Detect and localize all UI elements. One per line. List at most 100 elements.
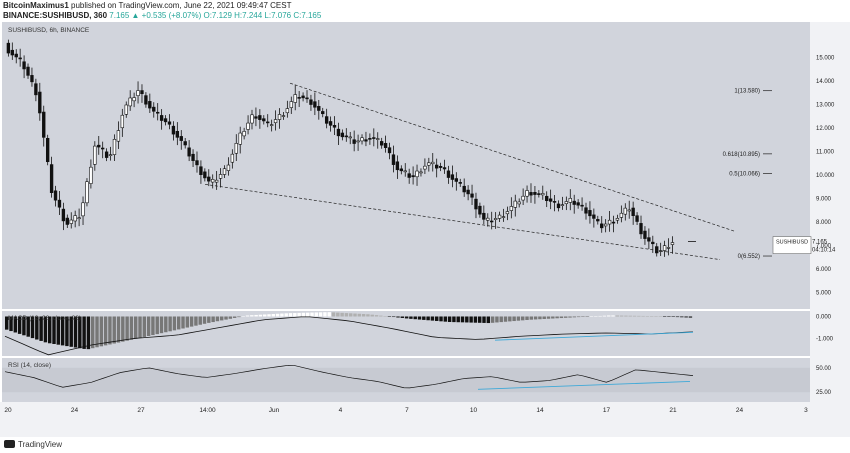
candle bbox=[128, 97, 132, 107]
candle bbox=[627, 209, 631, 212]
candle bbox=[53, 190, 58, 201]
footer: TradingView bbox=[0, 437, 850, 453]
macd-histogram-bar bbox=[73, 316, 78, 348]
candle bbox=[603, 223, 608, 227]
candle bbox=[6, 42, 11, 54]
macd-histogram-bar bbox=[284, 313, 288, 317]
tradingview-logo[interactable]: TradingView bbox=[4, 440, 62, 449]
candle bbox=[203, 171, 207, 179]
price-tick-label: 12.000 bbox=[816, 126, 835, 132]
macd-histogram-bar bbox=[684, 316, 688, 318]
candle bbox=[556, 203, 561, 209]
macd-histogram-bar bbox=[56, 316, 61, 345]
macd-histogram-bar bbox=[546, 316, 551, 319]
candle bbox=[317, 106, 321, 111]
candle bbox=[136, 90, 140, 96]
candle bbox=[93, 145, 97, 165]
candle bbox=[14, 53, 18, 58]
candle bbox=[120, 114, 125, 129]
macd-histogram-bar bbox=[671, 316, 675, 317]
macd-histogram-bar bbox=[662, 316, 667, 317]
candle bbox=[140, 90, 144, 95]
price-axis bbox=[810, 22, 850, 402]
macd-histogram-bar bbox=[112, 316, 116, 344]
macd-histogram-bar bbox=[478, 316, 482, 323]
macd-histogram-bar bbox=[379, 315, 383, 317]
candle bbox=[73, 215, 77, 222]
symbol-line: BINANCE:SUSHIBUSD, 360 7.165 ▲ +0.535 (+… bbox=[3, 11, 321, 21]
macd-histogram-bar bbox=[172, 316, 177, 331]
candle bbox=[22, 61, 26, 70]
candle bbox=[230, 153, 235, 163]
candle bbox=[631, 207, 635, 216]
author-name[interactable]: BitcoinMaximus1 bbox=[3, 1, 69, 10]
macd-tick-label: -1.000 bbox=[816, 336, 834, 342]
macd-histogram-bar bbox=[125, 316, 129, 341]
macd-histogram-bar bbox=[297, 312, 301, 317]
fib-level-label: 1(13.580) bbox=[734, 89, 760, 95]
macd-histogram-bar bbox=[344, 313, 349, 317]
time-tick-label: 4 bbox=[339, 407, 343, 414]
macd-histogram-bar bbox=[602, 315, 607, 317]
candle bbox=[124, 104, 128, 115]
candle bbox=[372, 137, 376, 139]
chart-area[interactable]: 5.000 6.000 7.000 8.000 9.000 10.000 11.000 12.… bbox=[0, 22, 850, 437]
macd-histogram-bar bbox=[336, 312, 340, 317]
macd-divergence-line bbox=[494, 331, 694, 341]
price-tick-label: 13.000 bbox=[816, 102, 835, 108]
candle bbox=[623, 207, 627, 215]
fib-level-label: 0(6.552) bbox=[738, 254, 760, 260]
time-axis bbox=[0, 402, 850, 437]
macd-histogram-bar bbox=[39, 316, 43, 341]
candle bbox=[195, 160, 199, 166]
symbol-text[interactable]: BINANCE:SUSHIBUSD, 360 bbox=[3, 11, 108, 20]
macd-histogram-bar bbox=[426, 316, 430, 321]
candle bbox=[273, 119, 278, 124]
macd-histogram-bar bbox=[490, 316, 495, 323]
macd-histogram-bar bbox=[121, 316, 125, 342]
candle bbox=[328, 121, 333, 126]
candle bbox=[368, 138, 372, 140]
candle bbox=[254, 116, 258, 119]
macd-histogram-bar bbox=[323, 312, 327, 317]
macd-histogram-bar bbox=[499, 316, 503, 323]
candle bbox=[305, 97, 309, 100]
macd-histogram-bar bbox=[374, 315, 379, 317]
macd-histogram-bar bbox=[340, 312, 344, 317]
candle bbox=[537, 193, 541, 195]
macd-histogram-bar bbox=[5, 316, 9, 330]
macd-histogram-bar bbox=[301, 312, 306, 317]
macd-histogram-bar bbox=[78, 316, 82, 349]
candle bbox=[529, 192, 533, 196]
macd-histogram-bar bbox=[392, 316, 396, 318]
candle bbox=[450, 174, 455, 180]
macd-histogram-bar bbox=[512, 316, 516, 322]
candle bbox=[545, 195, 549, 201]
candle bbox=[552, 201, 557, 203]
macd-histogram-bar bbox=[9, 316, 13, 332]
time-tick-label: 17 bbox=[603, 407, 611, 414]
macd-histogram-bar bbox=[258, 314, 263, 317]
candle bbox=[321, 111, 325, 115]
candle bbox=[415, 170, 419, 178]
candle bbox=[399, 168, 403, 172]
candle bbox=[250, 114, 254, 124]
macd-histogram-bar bbox=[447, 316, 452, 322]
wedge-upper-trendline bbox=[289, 82, 736, 232]
candle bbox=[560, 204, 565, 206]
candle bbox=[501, 216, 506, 218]
macd-histogram-bar bbox=[533, 316, 538, 320]
candle bbox=[639, 223, 643, 235]
macd-histogram-bar bbox=[503, 316, 508, 322]
macd-histogram-bar bbox=[576, 316, 581, 318]
macd-histogram-bar bbox=[452, 316, 456, 323]
candle bbox=[655, 246, 659, 254]
time-tick-label: Jun bbox=[269, 407, 280, 414]
candle bbox=[242, 131, 246, 137]
candle bbox=[493, 218, 498, 221]
macd-histogram-bar bbox=[619, 315, 624, 317]
candle bbox=[533, 192, 537, 195]
macd-histogram-bar bbox=[17, 316, 22, 334]
candle bbox=[446, 170, 451, 178]
candle bbox=[183, 141, 187, 146]
